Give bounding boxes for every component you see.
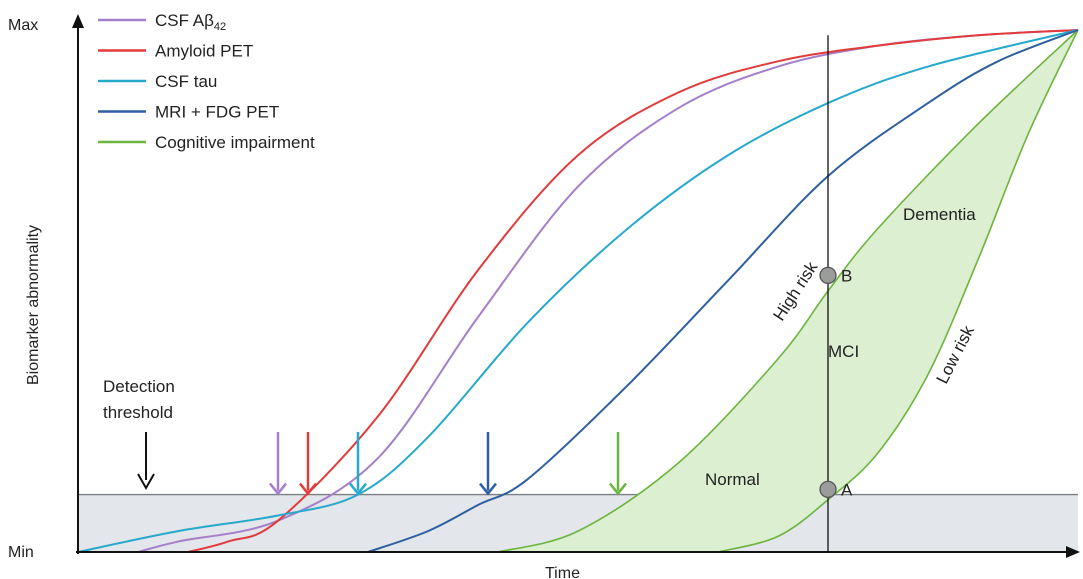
legend-label-0: CSF Aβ42 xyxy=(155,11,226,33)
series-line-2 xyxy=(77,29,1079,553)
series-line-low-risk xyxy=(717,29,1079,553)
dementia-label: Dementia xyxy=(903,205,976,224)
arrow-head-1 xyxy=(299,482,317,496)
arrows-layer xyxy=(137,432,627,496)
detection-label-line2: threshold xyxy=(103,403,173,422)
arrow-head-0 xyxy=(269,482,287,496)
x-axis-arrowhead xyxy=(1066,546,1080,558)
y-tick-min: Min xyxy=(8,544,34,561)
y-tick-max: Max xyxy=(8,17,38,34)
arrow-head-3 xyxy=(479,482,497,496)
x-axis-label: Time xyxy=(545,565,580,579)
mci-label: MCI xyxy=(828,342,859,361)
legend: CSF Aβ42 Amyloid PET CSF tau MRI + FDG PET C… xyxy=(98,11,315,152)
series-line-1 xyxy=(187,29,1079,553)
y-axis-arrowhead xyxy=(72,14,84,28)
arrow-head-2 xyxy=(349,482,367,496)
normal-label: Normal xyxy=(705,470,760,489)
point-b xyxy=(819,266,837,284)
series-line-3 xyxy=(367,29,1079,553)
arrow-head-4 xyxy=(609,482,627,496)
y-axis-label: Biomarker abnormality xyxy=(25,225,42,385)
legend-label-subscript: 42 xyxy=(214,21,226,33)
legend-label-4: Cognitive impairment xyxy=(155,133,315,152)
point-label-a: A xyxy=(841,480,853,499)
detection-arrow-head xyxy=(137,473,155,491)
legend-label-1: Amyloid PET xyxy=(155,42,253,61)
detection-label-line1: Detection xyxy=(103,377,175,396)
series-lines-layer xyxy=(77,29,1079,553)
marker-layer: AB xyxy=(819,35,853,552)
point-label-b: B xyxy=(841,266,852,285)
legend-label-2: CSF tau xyxy=(155,72,217,91)
series-line-high-risk xyxy=(497,29,1079,553)
cognitive-fill-layer xyxy=(498,30,1078,552)
legend-label-3: MRI + FDG PET xyxy=(155,103,279,122)
axes-layer: Max Min Time Biomarker abnormality xyxy=(8,14,1080,579)
point-a xyxy=(819,480,837,499)
cognitive-impairment-area xyxy=(498,30,1078,552)
